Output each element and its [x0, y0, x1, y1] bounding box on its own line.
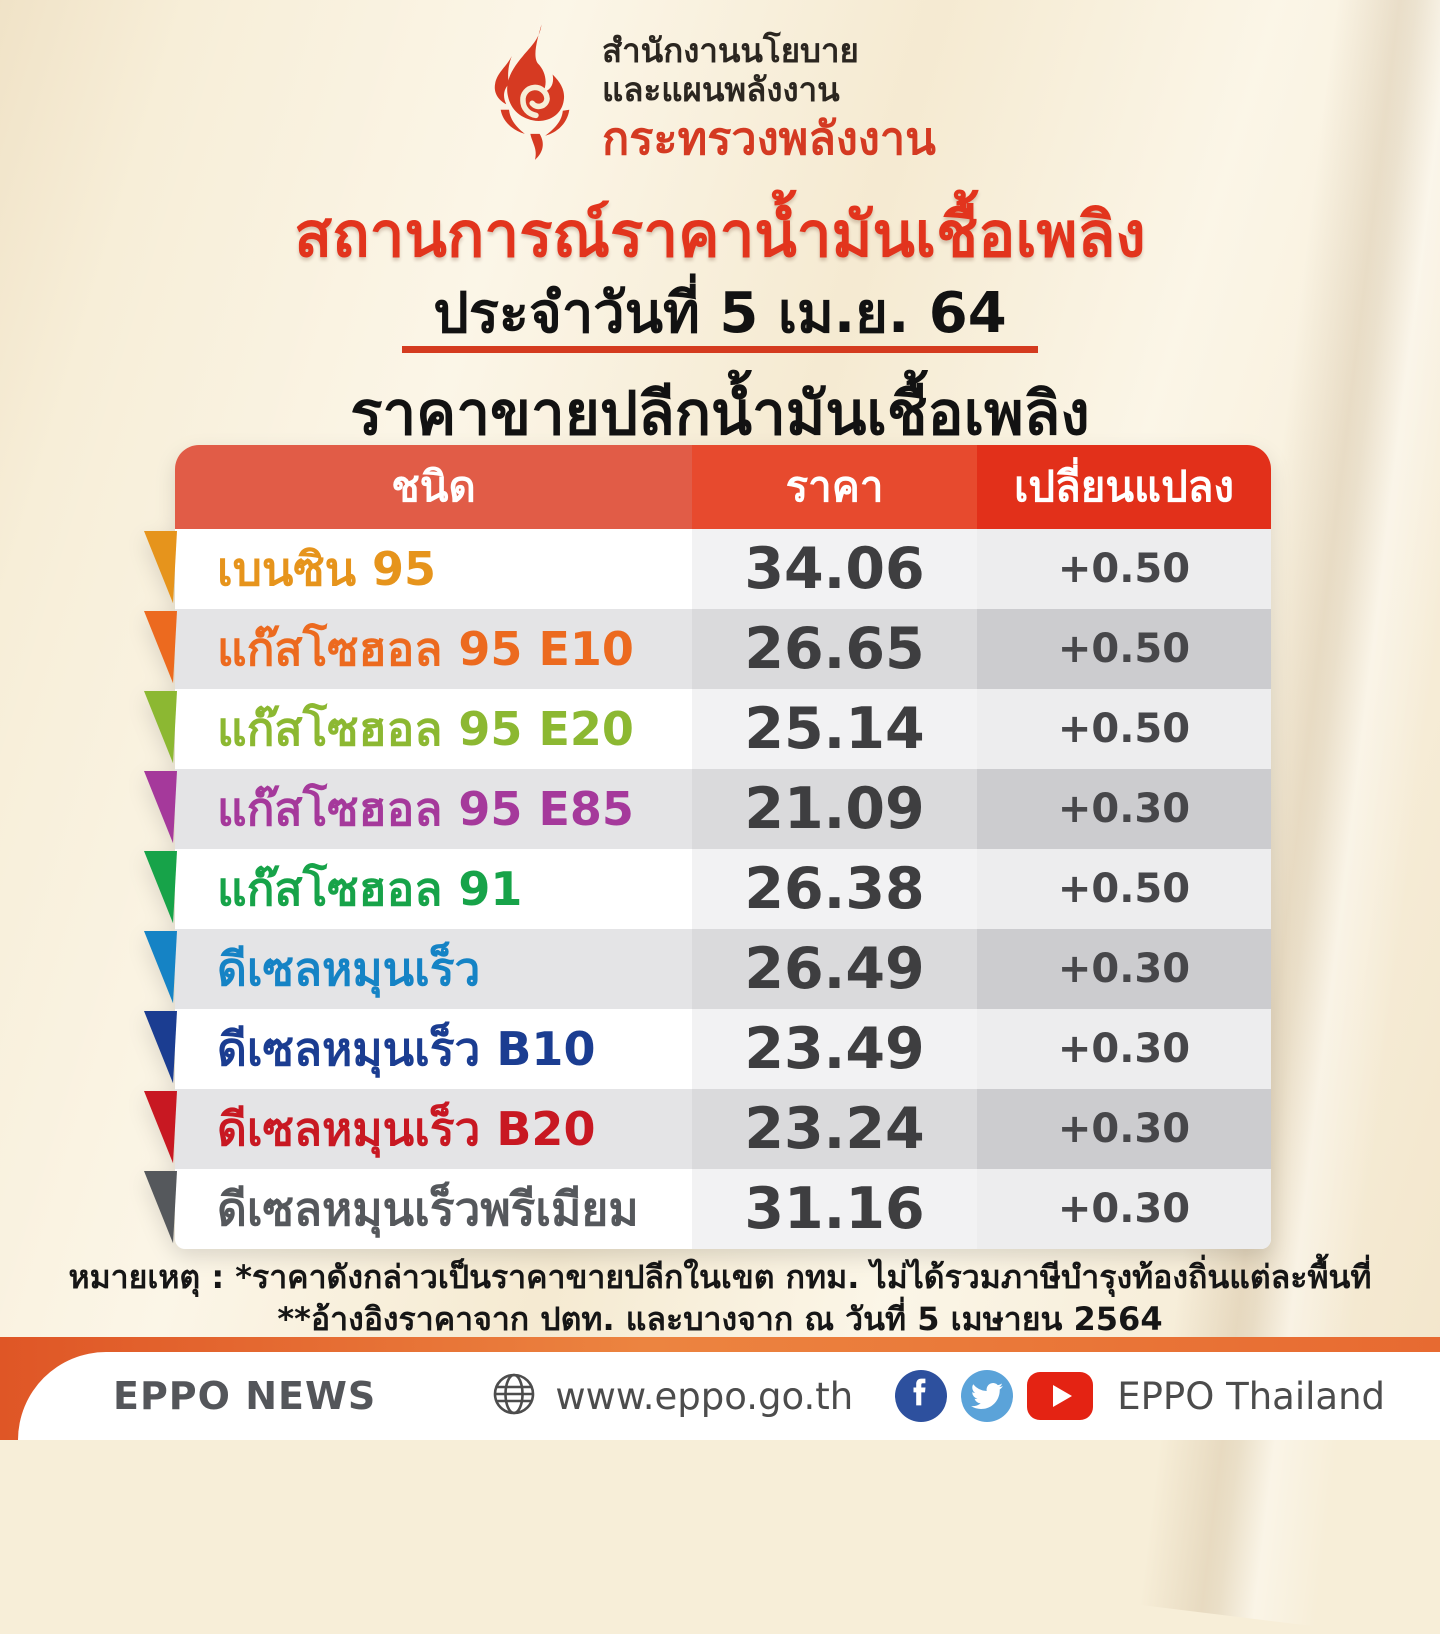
fuel-name-cell: แก๊สโซฮอล 95 E20 [217, 701, 634, 756]
price-cell: 25.14 [692, 689, 977, 769]
eppo-logo: สำนักงานนโยบาย และแผนพลังงาน กระทรวงพลัง… [484, 24, 936, 168]
flame-logo-icon [484, 24, 586, 168]
price-cell: 26.38 [692, 849, 977, 929]
fuel-name-cell: ดีเซลหมุนเร็วพรีเมียม [217, 1181, 639, 1236]
globe-icon [491, 1371, 537, 1421]
row-ribbon [144, 1011, 177, 1084]
change-cell: +0.50 [977, 529, 1271, 609]
fuel-name-cell: แก๊สโซฮอล 95 E85 [217, 781, 634, 836]
org-name-line1: สำนักงานนโยบาย [602, 31, 859, 70]
change-cell: +0.50 [977, 689, 1271, 769]
fuel-price-table: ชนิด ราคา เปลี่ยนแปลง เบนซิน 95 34.06 +0.5… [144, 445, 1271, 1249]
facebook-icon[interactable] [895, 1370, 948, 1422]
table-row: ดีเซลหมุนเร็ว 26.49 +0.30 [144, 929, 1271, 1009]
table-row: แก๊สโซฮอล 95 E20 25.14 +0.50 [144, 689, 1271, 769]
price-cell: 26.65 [692, 609, 977, 689]
table-body: เบนซิน 95 34.06 +0.50 แก๊สโซฮอล 95 E10 26.65… [144, 529, 1271, 1249]
fuel-name-cell: แก๊สโซฮอล 91 [217, 861, 523, 916]
org-name-line3: กระทรวงพลังงาน [602, 111, 936, 165]
date-line: ประจำวันที่ 5 เม.ย. 64 [433, 281, 1007, 346]
column-header-type: ชนิด [175, 445, 692, 529]
price-cell: 23.24 [692, 1089, 977, 1169]
table-row: แก๊สโซฮอล 91 26.38 +0.50 [144, 849, 1271, 929]
table-row: ดีเซลหมุนเร็ว B20 23.24 +0.30 [144, 1089, 1271, 1169]
table-row: เบนซิน 95 34.06 +0.50 [144, 529, 1271, 609]
row-ribbon [144, 931, 177, 1004]
row-ribbon [144, 1091, 177, 1164]
price-cell: 23.49 [692, 1009, 977, 1089]
price-cell: 26.49 [692, 929, 977, 1009]
table-row: ดีเซลหมุนเร็วพรีเมียม 31.16 +0.30 [144, 1169, 1271, 1249]
fuel-name-cell: เบนซิน 95 [217, 541, 437, 596]
fuel-name-cell: ดีเซลหมุนเร็ว B20 [217, 1101, 596, 1156]
change-cell: +0.30 [977, 1169, 1271, 1249]
youtube-icon[interactable] [1027, 1372, 1094, 1420]
footer-panel: EPPO NEWS www.eppo.go.th [18, 1352, 1440, 1440]
row-ribbon [144, 611, 177, 684]
change-cell: +0.30 [977, 929, 1271, 1009]
table-row: แก๊สโซฮอล 95 E85 21.09 +0.30 [144, 769, 1271, 849]
change-cell: +0.50 [977, 609, 1271, 689]
row-ribbon [144, 851, 177, 924]
change-cell: +0.50 [977, 849, 1271, 929]
brand-name: EPPO NEWS [113, 1374, 377, 1418]
change-cell: +0.30 [977, 1089, 1271, 1169]
column-header-price: ราคา [692, 445, 977, 529]
fuel-name-cell: ดีเซลหมุนเร็ว [217, 941, 481, 996]
row-ribbon [144, 771, 177, 844]
row-ribbon [144, 531, 177, 604]
org-name-line2: และแผนพลังงาน [602, 69, 840, 109]
table-row: แก๊สโซฮอล 95 E10 26.65 +0.50 [144, 609, 1271, 689]
change-cell: +0.30 [977, 1009, 1271, 1089]
date-underline [402, 346, 1038, 353]
fuel-name-cell: ดีเซลหมุนเร็ว B10 [217, 1021, 596, 1076]
row-ribbon [144, 691, 177, 764]
table-header-row: ชนิด ราคา เปลี่ยนแปลง [175, 445, 1271, 529]
social-caption: EPPO Thailand [1117, 1374, 1385, 1418]
footnote: หมายเหตุ : *ราคาดังกล่าวเป็นราคาขายปลีกใ… [0, 1256, 1440, 1340]
price-cell: 31.16 [692, 1169, 977, 1249]
website-url[interactable]: www.eppo.go.th [555, 1374, 854, 1418]
change-cell: +0.30 [977, 769, 1271, 849]
fuel-name-cell: แก๊สโซฮอล 95 E10 [217, 621, 634, 676]
footnote-line1: หมายเหตุ : *ราคาดังกล่าวเป็นราคาขายปลีกใ… [68, 1258, 1372, 1296]
column-header-change: เปลี่ยนแปลง [977, 445, 1271, 529]
price-cell: 21.09 [692, 769, 977, 849]
footnote-line2: **อ้างอิงราคาจาก ปตท. และบางจาก ณ วันที่… [277, 1300, 1163, 1339]
twitter-icon[interactable] [961, 1370, 1014, 1422]
table-row: ดีเซลหมุนเร็ว B10 23.49 +0.30 [144, 1009, 1271, 1089]
price-cell: 34.06 [692, 529, 977, 609]
row-ribbon [144, 1171, 177, 1244]
footer-band: EPPO NEWS www.eppo.go.th [0, 1337, 1440, 1440]
